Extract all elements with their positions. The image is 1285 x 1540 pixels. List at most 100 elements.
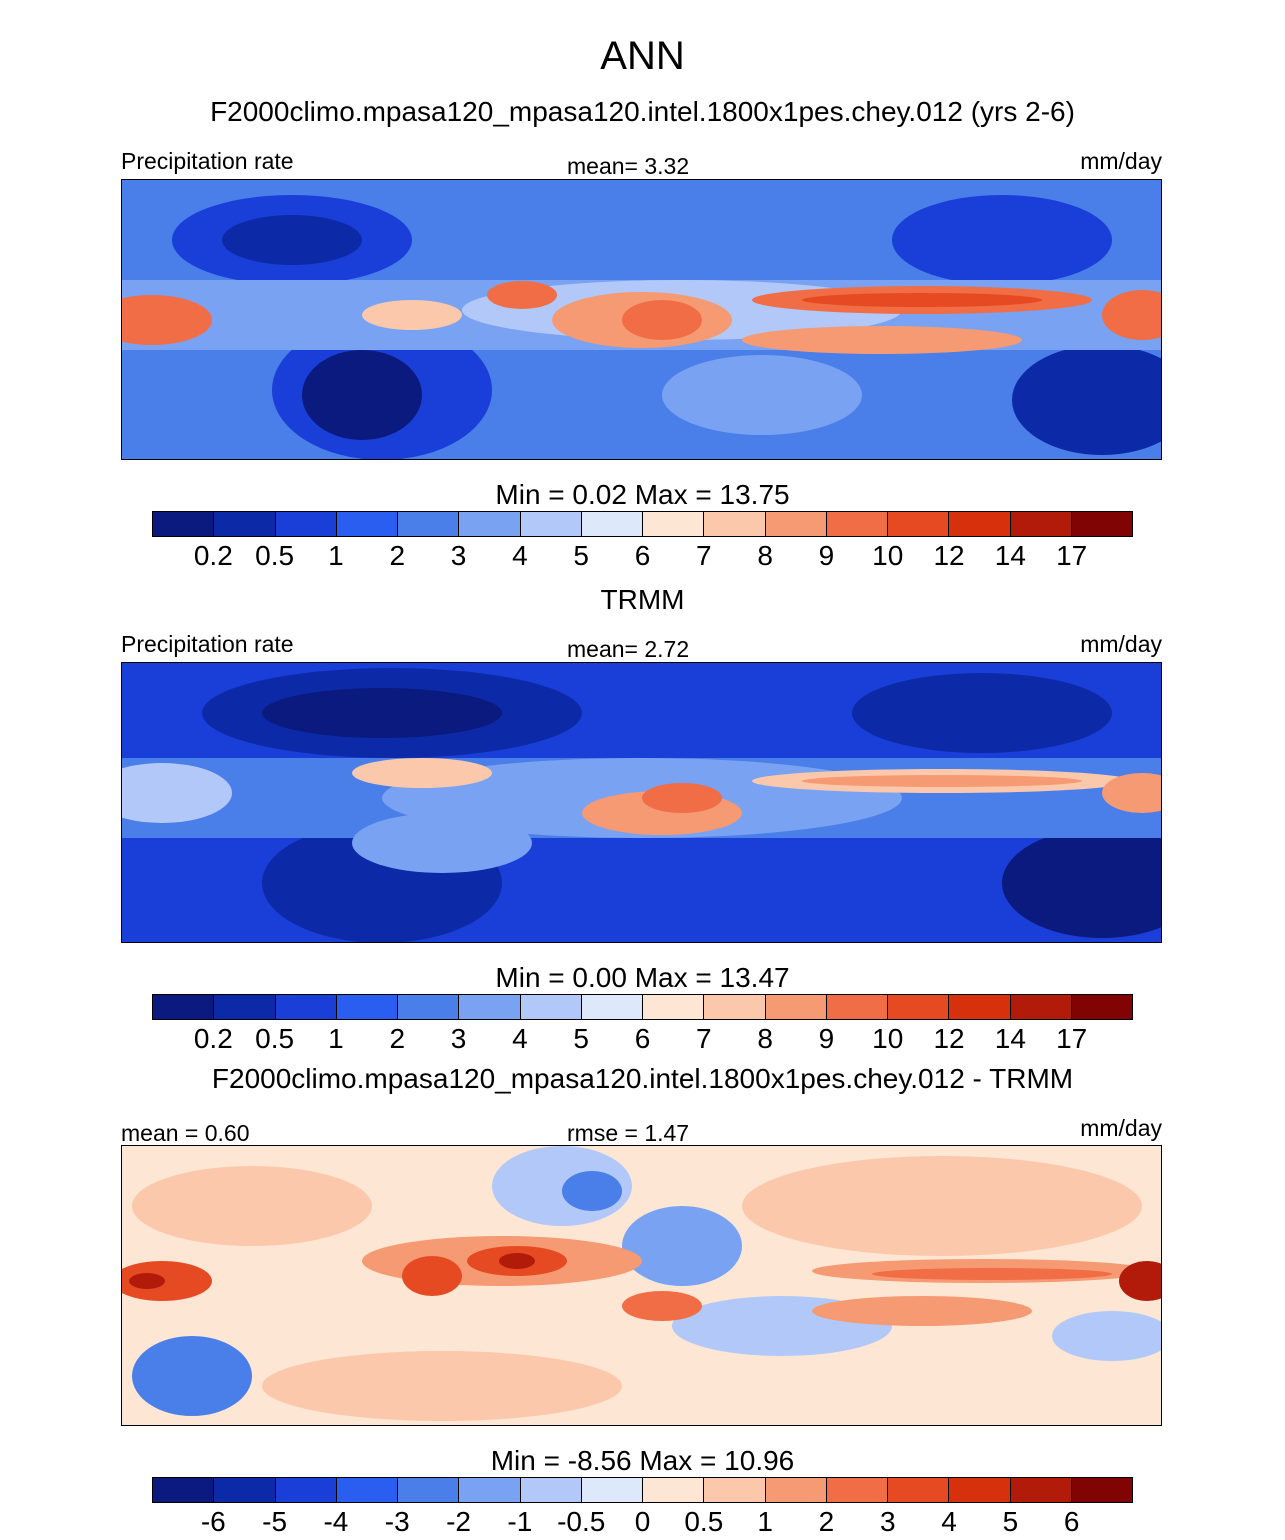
panel2-colorbar-tick-label: 6 (634, 1023, 651, 1054)
panel1-colorbar-tick-label: 4 (512, 540, 528, 571)
panel2-colorbar-segment (398, 995, 460, 1019)
panel3-colorbar-segment (704, 1478, 766, 1502)
panel3-colorbar-segment (826, 1478, 888, 1502)
panel1-map (121, 179, 1162, 460)
panel1-map-field (122, 180, 1161, 459)
panel1-colorbar-segment (214, 512, 276, 536)
panel3-map (121, 1145, 1162, 1426)
panel3-colorbar-segment (520, 1478, 582, 1502)
panel3-colorbar-segment (153, 1478, 215, 1502)
panel1-minmax: Min = 0.02 Max = 13.75 (495, 479, 790, 510)
panel2-colorbar-tick-label: 0.5 (255, 1023, 295, 1054)
panel1-colorbar-segment (765, 512, 827, 536)
panel2-colorbar-segment (1010, 995, 1072, 1019)
panel3-colorbar-segment (581, 1478, 643, 1502)
main-title: ANN (600, 34, 685, 78)
panel2-colorbar-tick-label: 9 (818, 1023, 835, 1054)
panel3-colorbar-segment (765, 1478, 827, 1502)
panel3-minmax: Min = -8.56 Max = 10.96 (490, 1445, 795, 1476)
panel1-colorbar-segment (704, 512, 766, 536)
panel1-mean-label: mean= 3.32 (567, 153, 690, 179)
panel2-colorbar-tick-label: 14 (994, 1023, 1026, 1054)
panel3-colorbar-tick-label: 1 (757, 1506, 773, 1537)
panel1-colorbar-segment (153, 512, 215, 536)
panel2-colorbar-segment (153, 995, 215, 1019)
panel3-colorbar-tick-label: 0.5 (684, 1506, 724, 1537)
panel2-colorbar-segment (459, 995, 521, 1019)
panel2-colorbar-tick-label: 12 (933, 1023, 965, 1054)
panel3-colorbar-tick-label: -6 (200, 1506, 226, 1537)
panel2-colorbar-segment (520, 995, 582, 1019)
panel3-colorbar-tick-label: 0 (634, 1506, 651, 1537)
panel1-colorbar-tick-label: 9 (818, 540, 835, 571)
panel1-variable-label: Precipitation rate (121, 148, 294, 174)
panel2-map-field (122, 663, 1161, 942)
panel1-colorbar-segment (459, 512, 521, 536)
panel3-colorbar-tick-label: -0.5 (557, 1506, 606, 1537)
panel2-subtitle: TRMM (600, 584, 685, 615)
panel1-colorbar (152, 511, 1133, 537)
panel2-minmax: Min = 0.00 Max = 13.47 (495, 962, 790, 993)
panel3-colorbar-tick-label: 3 (879, 1506, 896, 1537)
panel3-mean-label: mean = 0.60 (121, 1120, 250, 1146)
panel3-map-field (122, 1146, 1161, 1425)
panel2-colorbar-tick-label: 5 (573, 1023, 589, 1054)
panel2-colorbar-segment (214, 995, 276, 1019)
panel2-colorbar-segment (336, 995, 398, 1019)
panel3-units-label: mm/day (1080, 1115, 1162, 1141)
panel2-colorbar-tick-label: 4 (512, 1023, 528, 1054)
panel3-rmse-label: rmse = 1.47 (567, 1120, 690, 1146)
panel2-colorbar-segment (1071, 995, 1132, 1019)
panel3-colorbar-ticks: -6 -5 -4 -3 -2 -1 -0.5 0 0.5 1 2 3 4 5 6 (152, 1506, 1133, 1540)
panel1-colorbar-segment (949, 512, 1011, 536)
panel3-colorbar (152, 1477, 1133, 1503)
panel2-colorbar-segment (765, 995, 827, 1019)
panel2-colorbar-tick-label: 2 (389, 1023, 406, 1054)
panel1-colorbar-tick-label: 7 (696, 540, 712, 571)
panel1-colorbar-tick-label: 0.5 (255, 540, 295, 571)
panel3-colorbar-segment (949, 1478, 1011, 1502)
panel1-colorbar-segment (1010, 512, 1072, 536)
panel3-colorbar-tick-label: 4 (941, 1506, 957, 1537)
panel3-colorbar-segment (643, 1478, 705, 1502)
panel1-colorbar-tick-label: 3 (450, 540, 467, 571)
panel2-colorbar-tick-label: 7 (696, 1023, 712, 1054)
panel2-units-label: mm/day (1080, 631, 1162, 657)
panel1-colorbar-segment (398, 512, 460, 536)
panel2-colorbar-tick-label: 17 (1056, 1023, 1088, 1054)
panel3-colorbar-segment (214, 1478, 276, 1502)
panel3-colorbar-segment (1010, 1478, 1072, 1502)
panel2-variable-label: Precipitation rate (121, 631, 294, 657)
panel1-colorbar-tick-label: 17 (1056, 540, 1088, 571)
panel2-colorbar-segment (704, 995, 766, 1019)
panel1-subtitle: F2000climo.mpasa120_mpasa120.intel.1800x… (210, 96, 1075, 127)
panel3-colorbar-segment (336, 1478, 398, 1502)
panel1-colorbar-tick-label: 2 (389, 540, 406, 571)
panel3-colorbar-segment (888, 1478, 950, 1502)
panel1-colorbar-tick-label: 12 (933, 540, 965, 571)
panel3-colorbar-segment (459, 1478, 521, 1502)
panel3-colorbar-segment (1071, 1478, 1132, 1502)
panel3-colorbar-tick-label: -1 (507, 1506, 533, 1537)
panel1-colorbar-tick-label: 10 (872, 540, 904, 571)
panel2-colorbar-segment (826, 995, 888, 1019)
panel2-colorbar-segment (581, 995, 643, 1019)
panel3-colorbar-tick-label: -4 (323, 1506, 349, 1537)
panel2-map (121, 662, 1162, 943)
panel3-colorbar-tick-label: -3 (384, 1506, 410, 1537)
panel3-colorbar-segment (275, 1478, 337, 1502)
panel3-colorbar-tick-label: 2 (818, 1506, 835, 1537)
panel3-colorbar-segment (398, 1478, 460, 1502)
panel1-units-label: mm/day (1080, 148, 1162, 174)
panel2-colorbar-tick-label: 0.2 (193, 1023, 233, 1054)
panel2-colorbar-segment (275, 995, 337, 1019)
panel2-colorbar-segment (888, 995, 950, 1019)
panel1-colorbar-tick-label: 0.2 (193, 540, 233, 571)
panel1-colorbar-tick-label: 5 (573, 540, 589, 571)
panel2-colorbar (152, 994, 1133, 1020)
panel1-colorbar-segment (581, 512, 643, 536)
panel2-colorbar-segment (643, 995, 705, 1019)
panel3-colorbar-tick-label: 6 (1063, 1506, 1080, 1537)
panel3-colorbar-tick-label: -2 (446, 1506, 472, 1537)
panel1-colorbar-tick-label: 8 (757, 540, 773, 571)
